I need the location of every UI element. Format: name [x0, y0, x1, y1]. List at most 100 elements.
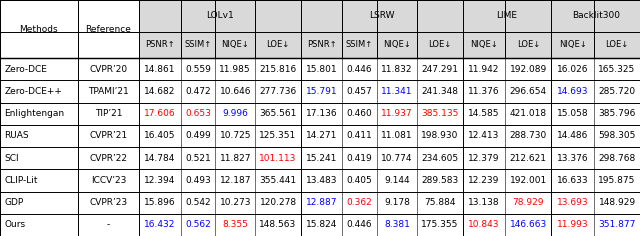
Text: 351.877: 351.877	[598, 220, 636, 229]
Text: 0.542: 0.542	[185, 198, 211, 207]
Text: 14.486: 14.486	[557, 131, 588, 140]
Text: 0.460: 0.460	[347, 109, 372, 118]
Text: 148.929: 148.929	[598, 198, 636, 207]
Text: 0.521: 0.521	[185, 154, 211, 163]
Text: LOE↓: LOE↓	[428, 41, 451, 50]
Text: 15.896: 15.896	[144, 198, 176, 207]
Text: NIQE↓: NIQE↓	[559, 41, 586, 50]
Text: 15.801: 15.801	[306, 65, 337, 74]
Text: 365.561: 365.561	[259, 109, 297, 118]
Text: SCI: SCI	[4, 154, 19, 163]
Bar	[140, 32, 640, 58]
Text: 0.562: 0.562	[185, 220, 211, 229]
Text: LOLv1: LOLv1	[206, 12, 234, 21]
Text: 289.583: 289.583	[421, 176, 458, 185]
Text: Enlightengan: Enlightengan	[4, 109, 65, 118]
Text: Reference: Reference	[86, 25, 131, 34]
Text: 14.585: 14.585	[468, 109, 500, 118]
Text: 13.138: 13.138	[468, 198, 500, 207]
Text: 198.930: 198.930	[421, 131, 458, 140]
Text: 16.432: 16.432	[144, 220, 176, 229]
Text: 9.996: 9.996	[222, 109, 248, 118]
Text: 296.654: 296.654	[509, 87, 547, 96]
Text: LOE↓: LOE↓	[605, 41, 628, 50]
Text: 192.001: 192.001	[509, 176, 547, 185]
Text: 13.376: 13.376	[557, 154, 589, 163]
Text: Zero-DCE: Zero-DCE	[4, 65, 47, 74]
Text: 125.351: 125.351	[259, 131, 297, 140]
Text: Methods: Methods	[19, 25, 58, 34]
Text: 14.682: 14.682	[144, 87, 176, 96]
Text: 10.646: 10.646	[220, 87, 251, 96]
Text: 16.405: 16.405	[144, 131, 176, 140]
Text: 11.827: 11.827	[220, 154, 251, 163]
Text: GDP: GDP	[4, 198, 24, 207]
Text: 215.816: 215.816	[259, 65, 297, 74]
Text: NIQE↓: NIQE↓	[470, 41, 498, 50]
Text: 15.791: 15.791	[306, 87, 337, 96]
Text: 285.720: 285.720	[598, 87, 636, 96]
Text: 385.796: 385.796	[598, 109, 636, 118]
Text: 0.362: 0.362	[347, 198, 372, 207]
Text: 0.446: 0.446	[347, 65, 372, 74]
Text: 385.135: 385.135	[421, 109, 458, 118]
Text: SSIM↑: SSIM↑	[184, 41, 212, 50]
Text: ICCV’23: ICCV’23	[91, 176, 126, 185]
Text: PSNR↑: PSNR↑	[145, 41, 175, 50]
Text: Zero-DCE++: Zero-DCE++	[4, 87, 62, 96]
Text: 12.887: 12.887	[306, 198, 337, 207]
Text: 0.457: 0.457	[347, 87, 372, 96]
Text: 0.559: 0.559	[185, 65, 211, 74]
Text: 195.875: 195.875	[598, 176, 636, 185]
Text: 212.621: 212.621	[510, 154, 547, 163]
Text: 11.985: 11.985	[220, 65, 251, 74]
Text: LOE↓: LOE↓	[266, 41, 290, 50]
Text: TPAMI’21: TPAMI’21	[88, 87, 129, 96]
Text: 12.379: 12.379	[468, 154, 500, 163]
Text: 16.026: 16.026	[557, 65, 588, 74]
Text: 175.355: 175.355	[421, 220, 458, 229]
Text: 78.929: 78.929	[513, 198, 544, 207]
Text: LIME: LIME	[497, 12, 517, 21]
Text: 421.018: 421.018	[509, 109, 547, 118]
Text: CVPR’21: CVPR’21	[90, 131, 127, 140]
Text: 288.730: 288.730	[509, 131, 547, 140]
Text: Ours: Ours	[4, 220, 26, 229]
Text: NIQE↓: NIQE↓	[383, 41, 411, 50]
Text: 298.768: 298.768	[598, 154, 636, 163]
Text: 0.446: 0.446	[347, 220, 372, 229]
Text: 11.341: 11.341	[381, 87, 413, 96]
Text: 9.144: 9.144	[384, 176, 410, 185]
Text: 11.942: 11.942	[468, 65, 500, 74]
Text: 12.413: 12.413	[468, 131, 500, 140]
Text: 11.937: 11.937	[381, 109, 413, 118]
Text: 14.693: 14.693	[557, 87, 588, 96]
Text: 12.187: 12.187	[220, 176, 251, 185]
Text: 10.843: 10.843	[468, 220, 500, 229]
Text: LSRW: LSRW	[369, 12, 394, 21]
Text: 17.136: 17.136	[306, 109, 337, 118]
Text: 101.113: 101.113	[259, 154, 297, 163]
Text: 234.605: 234.605	[421, 154, 458, 163]
Text: 0.405: 0.405	[347, 176, 372, 185]
Text: 165.325: 165.325	[598, 65, 636, 74]
Text: 75.884: 75.884	[424, 198, 455, 207]
Text: 15.241: 15.241	[306, 154, 337, 163]
Text: 10.774: 10.774	[381, 154, 413, 163]
Text: 8.355: 8.355	[222, 220, 248, 229]
Text: PSNR↑: PSNR↑	[307, 41, 337, 50]
Text: 120.278: 120.278	[259, 198, 296, 207]
Text: 13.483: 13.483	[306, 176, 337, 185]
Text: 10.725: 10.725	[220, 131, 251, 140]
Text: 13.693: 13.693	[557, 198, 589, 207]
Text: CVPR’20: CVPR’20	[90, 65, 127, 74]
Text: 12.239: 12.239	[468, 176, 500, 185]
Bar	[140, 0, 640, 32]
Text: 17.606: 17.606	[144, 109, 176, 118]
Text: 355.441: 355.441	[259, 176, 296, 185]
Text: 11.376: 11.376	[468, 87, 500, 96]
Text: 10.273: 10.273	[220, 198, 251, 207]
Text: 0.411: 0.411	[347, 131, 372, 140]
Text: 0.472: 0.472	[185, 87, 211, 96]
Text: -: -	[107, 220, 110, 229]
